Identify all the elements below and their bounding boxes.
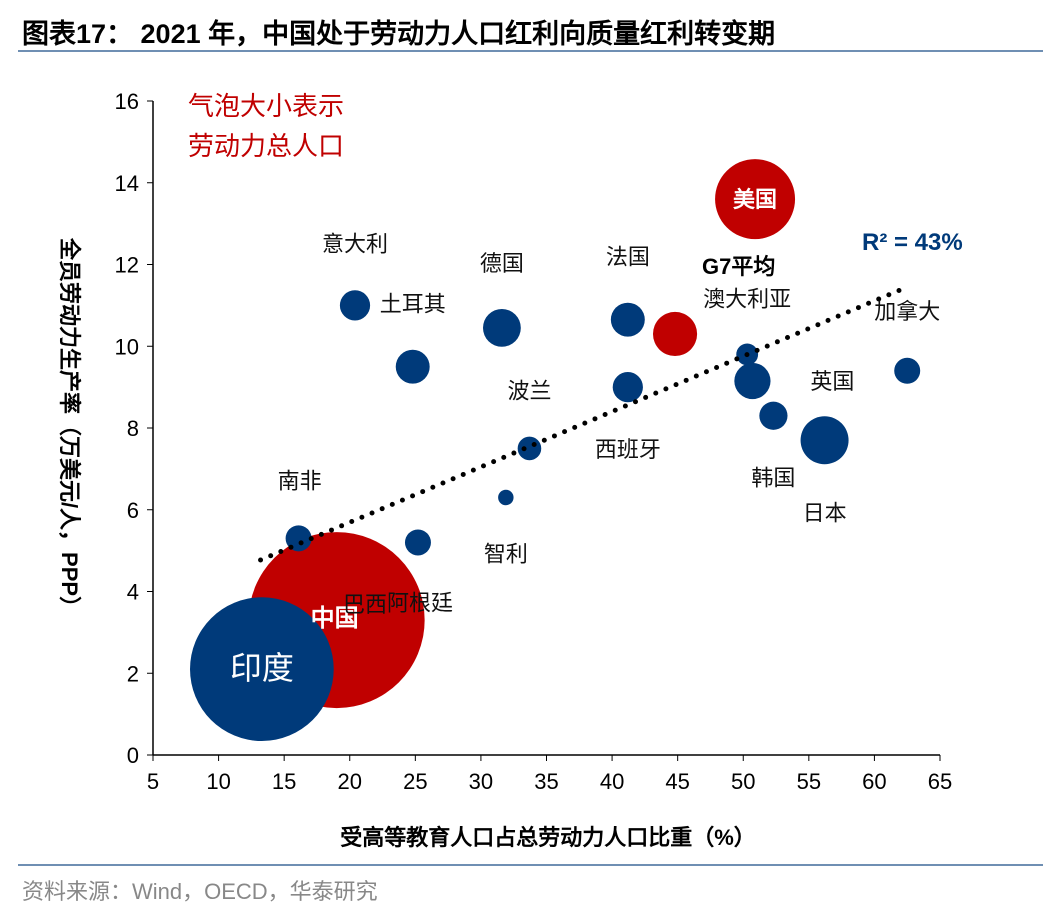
bubble-16 bbox=[404, 529, 431, 556]
x-tick-label: 65 bbox=[928, 769, 952, 794]
bubble-9 bbox=[734, 362, 771, 400]
y-tick-label: 16 bbox=[115, 89, 139, 114]
bubble-label: 智利 bbox=[484, 542, 528, 567]
bubble-10 bbox=[894, 357, 921, 384]
bubble-label: 韩国 bbox=[751, 467, 795, 492]
size-note-line1: 气泡大小表示 bbox=[188, 92, 344, 122]
trendline bbox=[258, 284, 910, 563]
x-tick-label: 25 bbox=[403, 769, 427, 794]
size-note-line2: 劳动力总人口 bbox=[188, 132, 344, 162]
bubble-label: 印度 bbox=[230, 649, 294, 687]
bubble-label: 英国 bbox=[810, 370, 854, 395]
figure-title: 图表17： 2021 年，中国处于劳动力人口红利向质量红利转变期 bbox=[22, 19, 776, 49]
bubble-1 bbox=[652, 311, 698, 357]
bubble-12 bbox=[517, 436, 542, 461]
bubble-5 bbox=[395, 349, 430, 384]
bubble-label: 南非 bbox=[278, 469, 322, 494]
x-tick-label: 55 bbox=[797, 769, 821, 794]
bubble-label: 阿根廷 bbox=[387, 591, 453, 616]
y-tick-label: 14 bbox=[115, 171, 139, 196]
bubble-label: 土耳其 bbox=[380, 293, 446, 318]
x-tick-label: 5 bbox=[147, 769, 159, 794]
y-tick-label: 8 bbox=[127, 416, 139, 441]
bubble-label: 德国 bbox=[480, 252, 524, 277]
y-tick-label: 10 bbox=[115, 334, 139, 359]
y-tick-label: 6 bbox=[127, 498, 139, 523]
x-tick-label: 30 bbox=[469, 769, 493, 794]
source-note: 资料来源：Wind，OECD，华泰研究 bbox=[22, 879, 378, 904]
bubble-17 bbox=[285, 525, 312, 552]
bubble-label: 西班牙 bbox=[595, 438, 661, 463]
x-tick-label: 40 bbox=[600, 769, 624, 794]
top-divider bbox=[18, 50, 1043, 52]
bubble-label: 意大利 bbox=[322, 232, 388, 257]
x-tick-label: 10 bbox=[206, 769, 230, 794]
x-tick-label: 35 bbox=[534, 769, 558, 794]
bubble-label: 日本 bbox=[803, 501, 847, 526]
bubble-14 bbox=[800, 416, 849, 465]
bubble-6 bbox=[482, 308, 521, 347]
bubble-0 bbox=[715, 159, 796, 240]
bubble-label: 中国 bbox=[311, 605, 359, 632]
bubble-4 bbox=[339, 290, 371, 321]
trendline-dotted bbox=[258, 284, 910, 563]
x-tick-label: 50 bbox=[731, 769, 755, 794]
bubble-15 bbox=[498, 489, 514, 506]
x-tick-label: 60 bbox=[862, 769, 886, 794]
bubble-label: 法国 bbox=[606, 246, 650, 271]
bubble-label: 澳大利亚 bbox=[703, 287, 791, 312]
y-tick-label: 12 bbox=[115, 253, 139, 278]
bubble-13 bbox=[759, 401, 788, 430]
bubble-label: 巴西 bbox=[343, 593, 387, 618]
bubbles bbox=[190, 159, 921, 742]
bubble-label: 美国 bbox=[733, 187, 777, 212]
r2-label: R² = 43% bbox=[862, 229, 963, 256]
x-tick-label: 20 bbox=[338, 769, 362, 794]
y-tick-label: 0 bbox=[127, 743, 139, 768]
x-tick-label: 15 bbox=[272, 769, 296, 794]
y-axis-label: 全员劳动力生产率（万美元/人，PPP） bbox=[57, 237, 82, 618]
bubble-3 bbox=[190, 597, 334, 742]
bubble-label: G7平均 bbox=[702, 254, 775, 279]
x-tick-label: 45 bbox=[665, 769, 689, 794]
axes: 5 10 15 20 25 30 35 40 45 50 55 60 65 0 2 4 6 8 10 12 14 16 bbox=[115, 89, 953, 794]
y-tick-label: 4 bbox=[127, 580, 139, 605]
bottom-divider bbox=[18, 864, 1043, 866]
bubble-7 bbox=[610, 302, 645, 337]
bubble-label: 波兰 bbox=[507, 379, 551, 404]
y-tick-label: 2 bbox=[127, 661, 139, 686]
x-axis-label: 受高等教育人口占总劳动力人口比重（%） bbox=[340, 825, 756, 850]
bubble-label: 加拿大 bbox=[874, 299, 940, 325]
bubble-11 bbox=[612, 372, 643, 403]
